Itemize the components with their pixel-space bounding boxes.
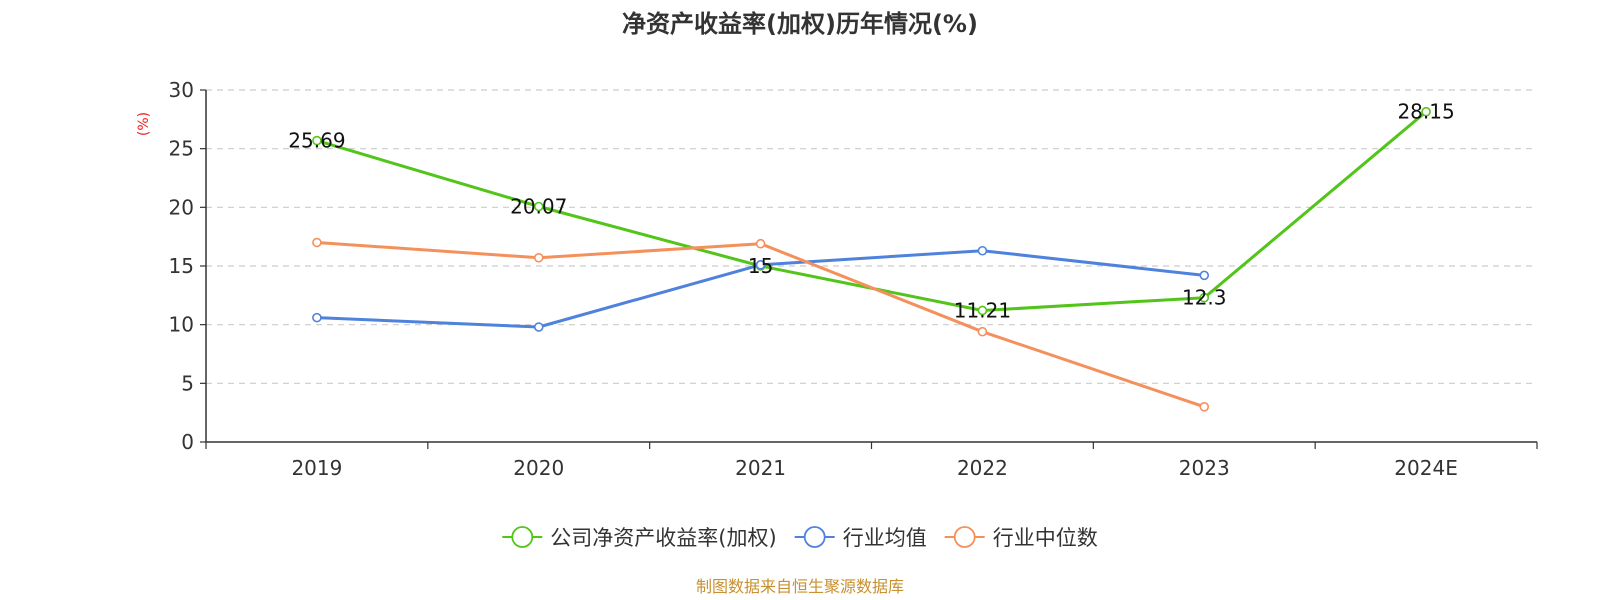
data-label: 11.21: [954, 298, 1011, 322]
legend: 公司净资产收益率(加权) 行业均值 行业中位数: [502, 526, 1098, 550]
y-tick-label: 15: [169, 254, 194, 278]
legend-label: 公司净资产收益率(加权): [550, 526, 776, 550]
data-label: 15: [748, 254, 773, 278]
data-point: [1199, 270, 1210, 281]
data-label: 25.69: [288, 129, 345, 153]
legend-label: 行业中位数: [993, 526, 1098, 550]
data-label: 20.07: [510, 195, 567, 219]
legend-item: 行业均值: [794, 526, 927, 550]
data-point: [533, 252, 544, 263]
data-point: [755, 238, 766, 249]
series-line: [316, 110, 1428, 312]
legend-marker: [953, 526, 976, 548]
data-labels: 25.69 20.07 15 11.21 12.3 28.15: [288, 100, 1454, 323]
y-tick-label: 10: [169, 313, 194, 337]
data-point: [977, 305, 988, 316]
data-label: 12.3: [1182, 286, 1227, 310]
grid-lines: [206, 89, 1537, 384]
x-tick-label: 2023: [1179, 456, 1230, 480]
data-point: [977, 326, 988, 337]
data-point: [1199, 401, 1210, 412]
data-point: [533, 322, 544, 332]
data-point: [312, 237, 322, 248]
data-point: [312, 312, 322, 323]
y-tick-label: 20: [169, 195, 194, 219]
data-point: [977, 245, 988, 256]
x-tick-label: 2020: [513, 456, 564, 480]
data-point: [755, 260, 766, 270]
x-tick-label: 2021: [735, 456, 786, 480]
chart-title: 净资产收益率(加权)历年情况(%): [622, 10, 978, 38]
y-tick-label: 30: [169, 78, 194, 102]
y-axis-label: (%): [136, 112, 152, 136]
data-label: 28.15: [1397, 100, 1454, 124]
x-tick-label: 2024E: [1394, 456, 1458, 480]
legend-item: 公司净资产收益率(加权): [502, 526, 777, 550]
series-layer: [312, 106, 1431, 412]
data-point: [312, 135, 322, 146]
axes: 0 5 10 15 20 25 30 2019 2020 2021 2022 2023 2024E: [169, 78, 1538, 480]
legend-label: 行业均值: [843, 526, 927, 550]
y-tick-label: 5: [181, 371, 194, 395]
x-tick-label: 2019: [291, 456, 342, 480]
y-tick-label: 0: [181, 430, 194, 454]
source-note: 制图数据来自恒生聚源数据库: [696, 577, 904, 596]
legend-marker: [511, 526, 534, 548]
legend-item: 行业中位数: [944, 526, 1098, 550]
data-point: [533, 201, 544, 212]
data-point: [1199, 292, 1210, 303]
data-point: [1421, 106, 1431, 117]
x-tick-label: 2022: [957, 456, 1008, 480]
legend-marker: [803, 526, 826, 548]
y-tick-label: 25: [169, 137, 194, 161]
